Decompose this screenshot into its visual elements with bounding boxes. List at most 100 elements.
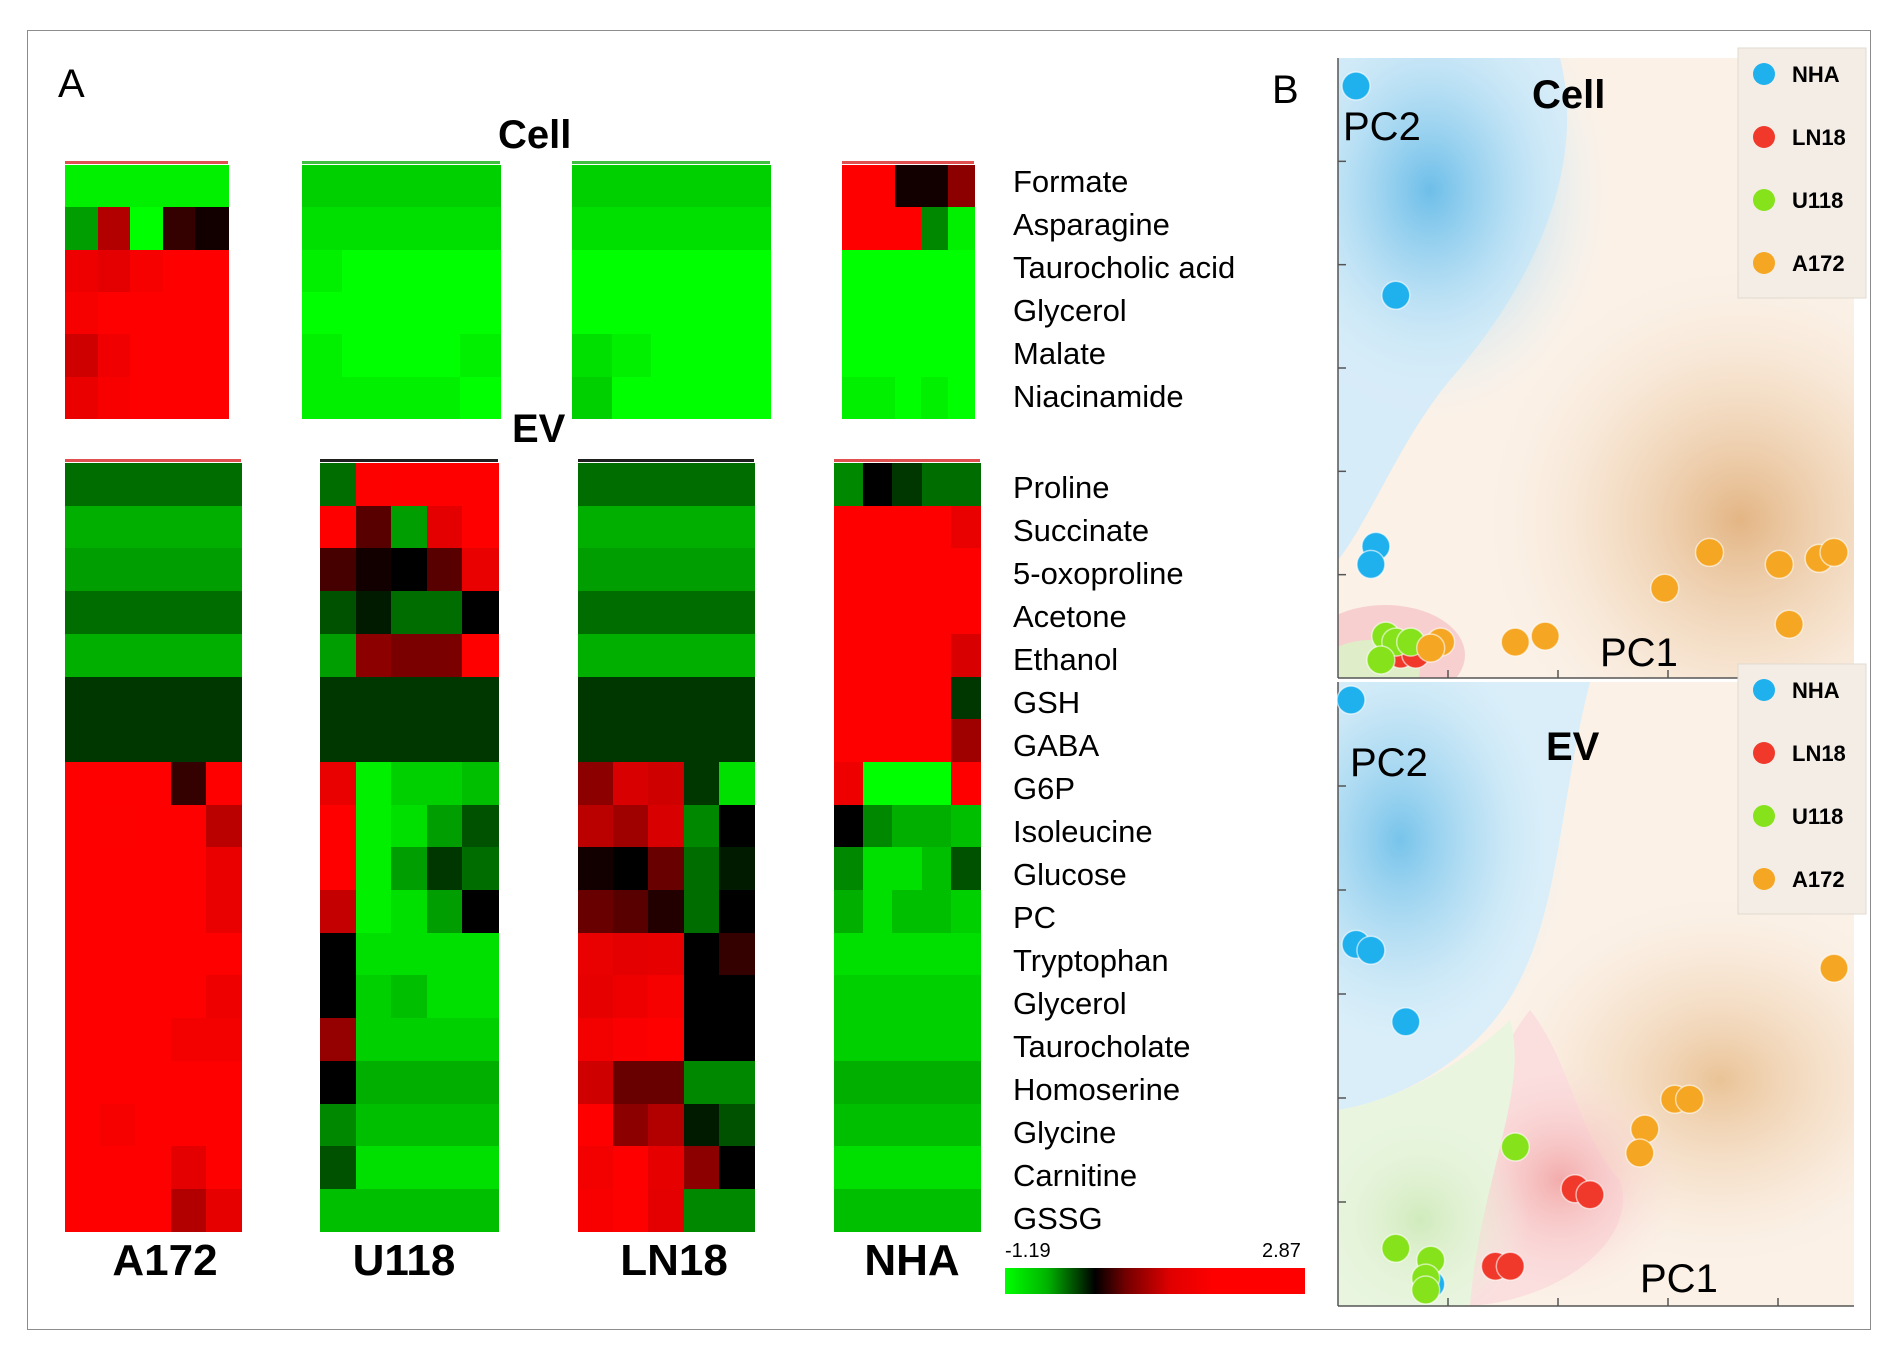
metabolite-label: Glycerol <box>1013 293 1127 328</box>
pca-point-a172 <box>1774 609 1804 639</box>
heatmap-cell <box>426 932 463 976</box>
heatmap-cell <box>578 633 614 678</box>
heatmap-cell <box>950 591 981 635</box>
heatmap-cell <box>170 804 207 848</box>
heatmap-cell <box>195 291 229 335</box>
heatmap-cell <box>391 719 428 763</box>
heatmap-cell <box>611 334 652 378</box>
heatmap-cell <box>135 463 172 507</box>
heatmap-cell <box>921 1018 952 1062</box>
heatmap-cell <box>391 847 428 891</box>
pca-point-a172 <box>1819 537 1849 568</box>
heatmap-cell <box>205 1103 242 1147</box>
heatmap-cell <box>302 207 343 251</box>
heatmap-cell <box>950 1146 981 1190</box>
heatmap-cell <box>170 932 207 976</box>
heatmap-cell <box>613 1146 649 1190</box>
heatmap-cell <box>170 847 207 891</box>
heatmap-cell <box>718 719 755 763</box>
heatmap-cell <box>718 676 755 720</box>
heatmap-cell <box>863 1018 893 1062</box>
heatmap-cell <box>863 1103 893 1147</box>
heatmap-cell <box>355 890 392 934</box>
heatmap-cell <box>718 890 755 934</box>
heatmap-cell <box>170 463 207 507</box>
heatmap-cell <box>135 633 172 678</box>
heatmap-cell <box>947 249 975 293</box>
heatmap-cell <box>578 1060 614 1105</box>
pca-ev-legend: NHA LN18 U118 A172 <box>1737 663 1867 915</box>
heatmap-cell <box>842 376 869 420</box>
heatmap-cell <box>205 1018 242 1062</box>
heatmap-cell <box>135 761 172 806</box>
heatmap-cell <box>341 165 382 208</box>
heatmap-cell <box>683 847 720 891</box>
heatmap-cell <box>170 548 207 592</box>
heatmap-cell <box>892 1018 923 1062</box>
heatmap-cell <box>613 1103 649 1147</box>
heatmap-cell <box>690 334 731 378</box>
metabolite-label: Asparagine <box>1013 207 1170 242</box>
pca-point-u118 <box>1500 1132 1531 1162</box>
heatmap-cell <box>462 1146 499 1190</box>
pca-ev-ylabel: PC2 <box>1350 741 1428 785</box>
heatmap-cell <box>648 505 685 549</box>
heatmap-cell <box>834 1188 864 1233</box>
heatmap-cell <box>648 548 685 592</box>
heatmap-cell <box>950 890 981 934</box>
heatmap-cell <box>205 591 242 635</box>
heatmap-cell <box>97 376 131 420</box>
heatmap-cell <box>100 890 136 934</box>
heatmap-cell <box>135 548 172 592</box>
heatmap-cell <box>950 847 981 891</box>
heatmap-cell <box>341 376 382 420</box>
heatmap-cell <box>381 207 422 251</box>
heatmap-cell <box>834 890 864 934</box>
heatmap-cell <box>65 975 101 1019</box>
heatmap-cell <box>921 463 952 507</box>
heatmap-dendrogram-stripe <box>65 459 241 462</box>
heatmap-cell <box>921 804 952 848</box>
heatmap-cell <box>611 249 652 293</box>
heatmap-cell <box>892 847 923 891</box>
heatmap-cell <box>863 847 893 891</box>
heatmap-cell <box>460 165 501 208</box>
legend-marker-nha <box>1753 63 1775 85</box>
heatmap-cell <box>341 291 382 335</box>
metabolite-label: G6P <box>1013 771 1076 806</box>
heatmap-cell <box>613 761 649 806</box>
pca-point-a172 <box>1530 621 1560 651</box>
heatmap-cell <box>718 633 755 678</box>
pca-point-a172 <box>1649 573 1680 604</box>
heatmap-cell <box>462 1188 499 1233</box>
heatmap-cell <box>921 932 952 976</box>
heatmap-cell <box>391 1146 428 1190</box>
heatmap-cell <box>460 207 501 251</box>
heatmap-cell <box>611 291 652 335</box>
heatmap-cell <box>320 1103 357 1147</box>
heatmap-cell <box>718 932 755 976</box>
heatmap-cell <box>130 207 164 251</box>
heatmap-cell <box>381 291 422 335</box>
heatmap-cell <box>65 719 101 763</box>
heatmap-cell <box>892 676 923 720</box>
heatmap-cell <box>842 249 869 293</box>
heatmap-cell <box>100 975 136 1019</box>
heatmap-cell <box>578 505 614 549</box>
heatmap-cell <box>355 1060 392 1105</box>
heatmap-cell <box>162 165 196 208</box>
heatmap-cell <box>730 207 771 251</box>
pca-cell-background <box>1338 58 1854 678</box>
metabolite-label: Homoserine <box>1013 1072 1181 1107</box>
heatmap-cell <box>572 334 613 378</box>
heatmap-cell <box>135 676 172 720</box>
pca-point-a172 <box>1630 1114 1660 1144</box>
heatmap-cell <box>135 932 172 976</box>
heatmap-cell <box>462 719 499 763</box>
heatmap-cell <box>921 633 952 678</box>
heatmap-cell <box>950 932 981 976</box>
heatmap-cell <box>462 1060 499 1105</box>
pca-cell-ylabel: PC2 <box>1343 105 1421 149</box>
heatmap-cell <box>578 932 614 976</box>
heatmap-cell <box>65 761 101 806</box>
